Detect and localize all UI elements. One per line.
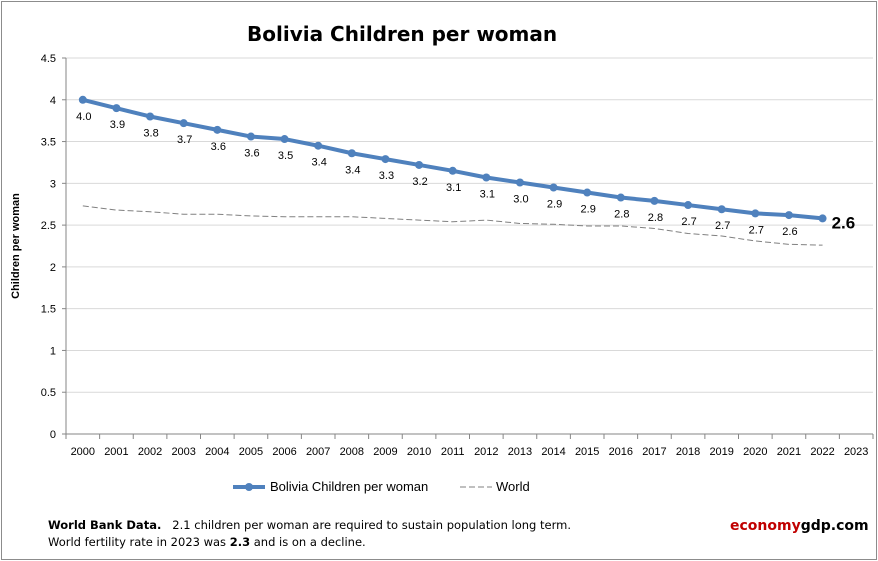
x-tick-label: 2000 [71, 446, 95, 458]
data-point [146, 112, 155, 121]
x-tick-label: 2019 [709, 446, 733, 458]
footer-note: World Bank Data. 2.1 children per woman … [48, 517, 571, 551]
data-point [314, 141, 323, 150]
data-point [246, 132, 255, 141]
data-point [583, 188, 592, 197]
legend-marker-bolivia [245, 483, 253, 491]
x-tick-label: 2003 [171, 446, 195, 458]
data-label: 3.4 [345, 164, 360, 176]
x-tick-label: 2010 [407, 446, 431, 458]
data-point [347, 149, 356, 158]
x-tick-label: 2012 [474, 446, 498, 458]
legend-label-bolivia: Bolivia Children per woman [270, 479, 428, 494]
x-tick-label: 2017 [642, 446, 666, 458]
brand-logo[interactable]: economygdp.com [730, 518, 869, 534]
x-tick-label: 2007 [306, 446, 330, 458]
data-point [717, 205, 726, 214]
data-label: 3.7 [177, 134, 192, 146]
x-tick-label: 2001 [104, 446, 128, 458]
data-point [112, 104, 121, 113]
data-point [818, 214, 827, 223]
data-label: 2.8 [614, 209, 629, 221]
data-label: 2.6 [782, 226, 797, 238]
data-point [280, 135, 289, 144]
data-label: 3.6 [244, 148, 259, 160]
note-line-1: 2.1 children per woman are required to s… [172, 518, 571, 532]
x-tick-label: 2015 [575, 446, 599, 458]
note-line-2-pre: World fertility rate in 2023 was [48, 535, 230, 549]
x-tick-label: 2011 [441, 446, 465, 458]
data-point [549, 183, 558, 192]
y-tick-label: 1 [50, 345, 56, 357]
data-point [213, 125, 222, 134]
note-line-2-bold: 2.3 [229, 535, 251, 549]
data-label: 3.8 [143, 127, 158, 139]
data-label: 3.6 [211, 141, 226, 153]
x-tick-label: 2018 [676, 446, 700, 458]
data-point [515, 178, 524, 187]
data-point [684, 201, 693, 210]
y-tick-label: 4.5 [41, 53, 56, 65]
data-point [448, 166, 457, 175]
data-label: 3.1 [446, 182, 461, 194]
y-tick-label: 2 [50, 262, 56, 274]
y-tick-label: 2.5 [41, 220, 56, 232]
data-label: 3.2 [412, 176, 427, 188]
x-tick-label: 2023 [844, 446, 868, 458]
y-tick-label: 0 [50, 429, 56, 441]
data-label: 2.9 [547, 199, 562, 211]
data-label: 3.3 [379, 170, 394, 182]
y-tick-label: 3.5 [41, 137, 56, 149]
x-tick-label: 2006 [272, 446, 296, 458]
y-tick-label: 1.5 [41, 304, 56, 316]
x-tick-label: 2009 [373, 446, 397, 458]
x-tick-label: 2002 [138, 446, 162, 458]
x-tick-label: 2016 [609, 446, 633, 458]
data-label: 3.4 [312, 157, 327, 169]
data-point [179, 119, 188, 128]
data-label: 2.7 [749, 224, 764, 236]
x-tick-label: 2013 [508, 446, 532, 458]
y-tick-label: 0.5 [41, 387, 56, 399]
x-tick-label: 2014 [541, 446, 565, 458]
legend-label-world: World [496, 479, 530, 494]
data-label: 2.7 [681, 216, 696, 228]
x-tick-label: 2008 [340, 446, 364, 458]
data-point [415, 160, 424, 169]
series-line-bolivia [82, 97, 823, 221]
y-tick-label: 4 [50, 95, 56, 107]
data-point [381, 155, 390, 164]
source-label: World Bank Data. [48, 518, 162, 532]
note-line-2-post: and is on a decline. [250, 535, 366, 549]
series-line-world [82, 205, 823, 246]
data-label: 2.9 [581, 204, 596, 216]
data-point [616, 193, 625, 202]
data-label: 3.1 [480, 188, 495, 200]
data-label-last: 2.6 [832, 213, 856, 232]
data-point [784, 211, 793, 220]
data-point [751, 209, 760, 218]
x-tick-label: 2021 [777, 446, 801, 458]
x-tick-label: 2022 [810, 446, 834, 458]
chart-title: Bolivia Children per woman [247, 22, 558, 46]
data-label: 2.8 [648, 212, 663, 224]
data-label: 3.9 [110, 119, 125, 131]
x-tick-label: 2020 [743, 446, 767, 458]
data-point [78, 95, 87, 104]
y-axis-label: Children per woman [10, 193, 22, 299]
data-label: 2.7 [715, 220, 730, 232]
data-label: 4.0 [76, 111, 91, 123]
y-tick-label: 3 [50, 178, 56, 190]
x-tick-label: 2004 [205, 446, 229, 458]
data-point [650, 196, 659, 205]
data-label: 3.0 [513, 193, 528, 205]
data-label: 3.5 [278, 150, 293, 162]
x-tick-label: 2005 [239, 446, 263, 458]
data-point [482, 173, 491, 182]
